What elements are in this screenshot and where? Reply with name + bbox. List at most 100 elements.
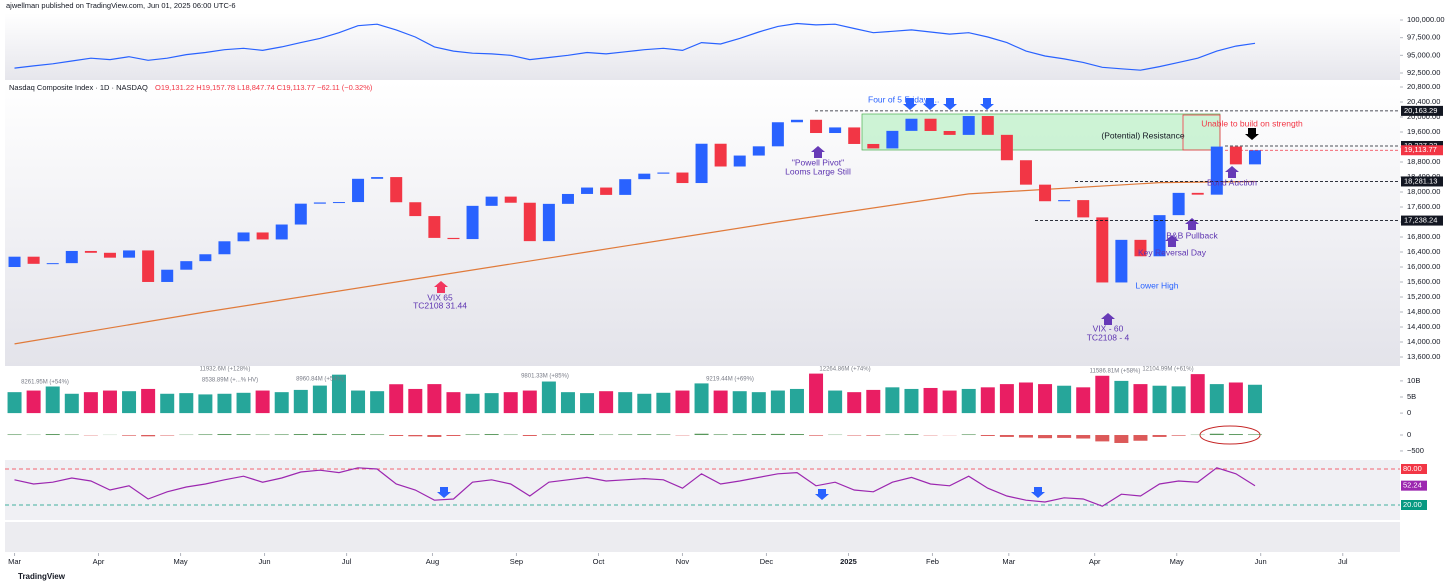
y-tick-label: 100,000.00 [1407,15,1445,24]
bar [809,435,824,436]
candle [848,127,861,144]
candle [1115,239,1128,283]
candle [27,256,40,264]
x-tick-label: May [1170,557,1184,566]
bar [408,388,423,414]
bar [102,390,117,414]
bar [503,392,518,414]
bar [1228,434,1243,436]
candle [46,263,59,265]
bar [1152,385,1167,414]
candle [123,250,136,258]
bar [751,434,766,436]
candle [943,130,956,135]
bar [122,435,137,436]
bar [446,435,461,436]
moving-average [14,180,1255,345]
candle [390,177,403,203]
candle [218,241,231,255]
candle [237,232,250,242]
y-tick-label: 80.00 [1403,464,1422,473]
bar [1038,435,1053,439]
bar [541,381,556,414]
bar [122,391,137,414]
bar [1171,435,1186,436]
bar [618,392,633,414]
candle [1153,215,1166,257]
black-arrow [1245,128,1259,140]
candle [867,143,880,149]
candle [1058,200,1071,202]
x-tick-label: Mar [8,557,21,566]
x-tick-label: Mar [1002,557,1015,566]
bar [1152,435,1167,437]
candle [752,146,765,156]
bar [1114,380,1129,414]
bar [522,435,537,436]
candle [1134,239,1147,257]
bar [560,392,575,414]
candle [256,232,269,240]
bar [732,434,747,436]
candle [619,179,632,195]
x-tick-label: Sep [510,557,523,566]
bar [331,434,346,436]
bar [1133,384,1148,414]
bar [809,373,824,414]
bar [942,390,957,414]
candle [1019,160,1032,185]
bar [789,434,804,436]
y-tick-label: 13,600.00 [1407,352,1440,361]
bar [522,390,537,414]
x-tick-label: Jun [258,557,270,566]
bar [1018,382,1033,414]
x-tick-label: 2025 [840,557,857,566]
y-tick-label: 14,400.00 [1407,322,1440,331]
price-tag [1401,145,1443,156]
tick-tag [1401,500,1427,510]
candle [466,205,479,240]
y-tick-label: 97,500.00 [1407,33,1440,42]
bar [770,433,785,436]
candle [1096,217,1109,283]
candle [676,172,689,184]
candle [561,193,574,204]
volume-label: 12264.86M (+74%) [819,367,870,373]
y-tick-label: 15,200.00 [1407,292,1440,301]
bar [580,434,595,436]
candle [409,202,422,217]
candle [371,177,384,179]
candle [638,173,651,180]
bar [1247,434,1262,436]
volume-label: 11932.6M (+128%) [200,367,251,373]
bar [923,387,938,414]
volume-label: 8261.95M (+54%) [21,380,69,386]
red-arrow [434,281,448,293]
candle [771,122,784,147]
x-tick-label: Nov [676,557,690,566]
candle [810,119,823,134]
bar [1076,435,1091,439]
candle [447,237,460,240]
candle [485,196,498,206]
bar [1076,387,1091,414]
candle [275,224,288,240]
bar [389,435,404,436]
bar [408,435,423,437]
bar [427,435,442,437]
empty-panel [5,522,1400,552]
annotation: VIX - 60 [1093,323,1124,333]
bar [255,390,270,414]
bar [656,392,671,414]
y-tick-label: −500 [1407,446,1424,455]
price-label: 18,281.13 [1404,176,1437,185]
annotation: Key Reversal Day [1138,247,1207,257]
bar [351,434,366,436]
resistance-zone [861,113,1221,151]
y-tick-label: 95,000.00 [1407,50,1440,59]
candle [886,130,899,149]
bar [1057,385,1072,414]
bar [312,385,327,414]
annotation: Four of 5 Fridays... [868,94,939,104]
